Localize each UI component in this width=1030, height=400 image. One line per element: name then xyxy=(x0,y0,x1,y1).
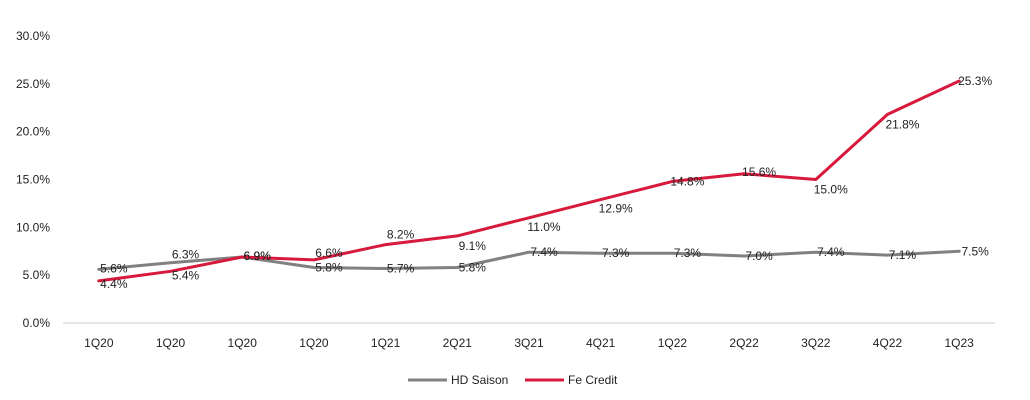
data-label-fe-credit: 15.6% xyxy=(742,165,776,179)
x-tick-label: 3Q21 xyxy=(514,336,544,350)
y-tick-label: 5.0% xyxy=(23,268,51,282)
data-label-hd-saison: 7.3% xyxy=(602,246,630,260)
data-label-hd-saison: 7.0% xyxy=(745,249,773,263)
data-label-fe-credit: 21.8% xyxy=(885,117,919,131)
y-tick-label: 15.0% xyxy=(16,173,50,187)
x-tick-label: 4Q21 xyxy=(586,336,616,350)
x-tick-label: 4Q22 xyxy=(873,336,903,350)
data-label-fe-credit: 6.9% xyxy=(244,249,272,263)
legend-label-fe-credit: Fe Credit xyxy=(568,373,618,387)
y-tick-label: 25.0% xyxy=(16,77,50,91)
legend: HD Saison Fe Credit xyxy=(408,373,618,387)
y-tick-label: 20.0% xyxy=(16,125,50,139)
data-label-hd-saison: 6.3% xyxy=(172,248,200,262)
x-tick-label: 1Q22 xyxy=(658,336,688,350)
legend-label-hd-saison: HD Saison xyxy=(451,373,508,387)
data-label-hd-saison: 7.1% xyxy=(889,248,917,262)
x-tick-label: 1Q21 xyxy=(371,336,401,350)
y-tick-label: 10.0% xyxy=(16,220,50,234)
data-label-fe-credit: 11.0% xyxy=(527,220,560,234)
data-label-hd-saison: 7.3% xyxy=(674,246,702,260)
x-tick-label: 1Q20 xyxy=(299,336,329,350)
x-tick-label: 2Q21 xyxy=(443,336,473,350)
y-axis-tick-labels: 0.0% 5.0% 10.0% 15.0% 20.0% 25.0% 30.0% xyxy=(16,29,50,330)
data-label-hd-saison: 5.7% xyxy=(387,261,415,275)
data-label-hd-saison: 7.4% xyxy=(530,245,558,259)
x-tick-label: 1Q20 xyxy=(156,336,186,350)
x-tick-label: 1Q20 xyxy=(84,336,114,350)
data-label-fe-credit: 5.4% xyxy=(172,268,200,282)
data-label-fe-credit: 25.3% xyxy=(958,74,992,88)
data-labels: 5.6% 6.3% 6.9% 5.8% 5.7% 5.8% 7.4% 7.3% 7.3% 7.0%… xyxy=(100,74,992,291)
data-label-hd-saison: 6.9% xyxy=(244,249,272,263)
data-label-fe-credit: 9.1% xyxy=(459,239,487,253)
data-label-fe-credit: 4.4% xyxy=(100,277,128,291)
data-label-hd-saison: 5.8% xyxy=(315,261,343,275)
data-label-fe-credit: 14.8% xyxy=(670,174,704,188)
series-lines xyxy=(97,79,961,283)
series-line-fe-credit xyxy=(97,79,961,283)
data-label-fe-credit: 6.6% xyxy=(315,246,343,260)
x-tick-label: 3Q22 xyxy=(801,336,831,350)
data-label-hd-saison: 5.6% xyxy=(100,261,128,275)
y-tick-label: 30.0% xyxy=(16,29,50,43)
x-tick-label: 1Q20 xyxy=(228,336,258,350)
data-label-hd-saison: 5.8% xyxy=(459,261,487,275)
y-tick-label: 0.0% xyxy=(23,316,51,330)
x-tick-label: 1Q23 xyxy=(944,336,974,350)
x-axis-tick-labels: 1Q20 1Q20 1Q20 1Q20 1Q21 2Q21 3Q21 4Q21 1Q22 2Q22… xyxy=(84,336,974,350)
data-label-fe-credit: 12.9% xyxy=(599,202,633,216)
data-label-hd-saison: 7.4% xyxy=(817,245,845,259)
x-tick-label: 2Q22 xyxy=(729,336,759,350)
data-label-fe-credit: 15.0% xyxy=(814,183,848,197)
data-label-fe-credit: 8.2% xyxy=(387,228,415,242)
data-label-hd-saison: 7.5% xyxy=(961,244,989,258)
